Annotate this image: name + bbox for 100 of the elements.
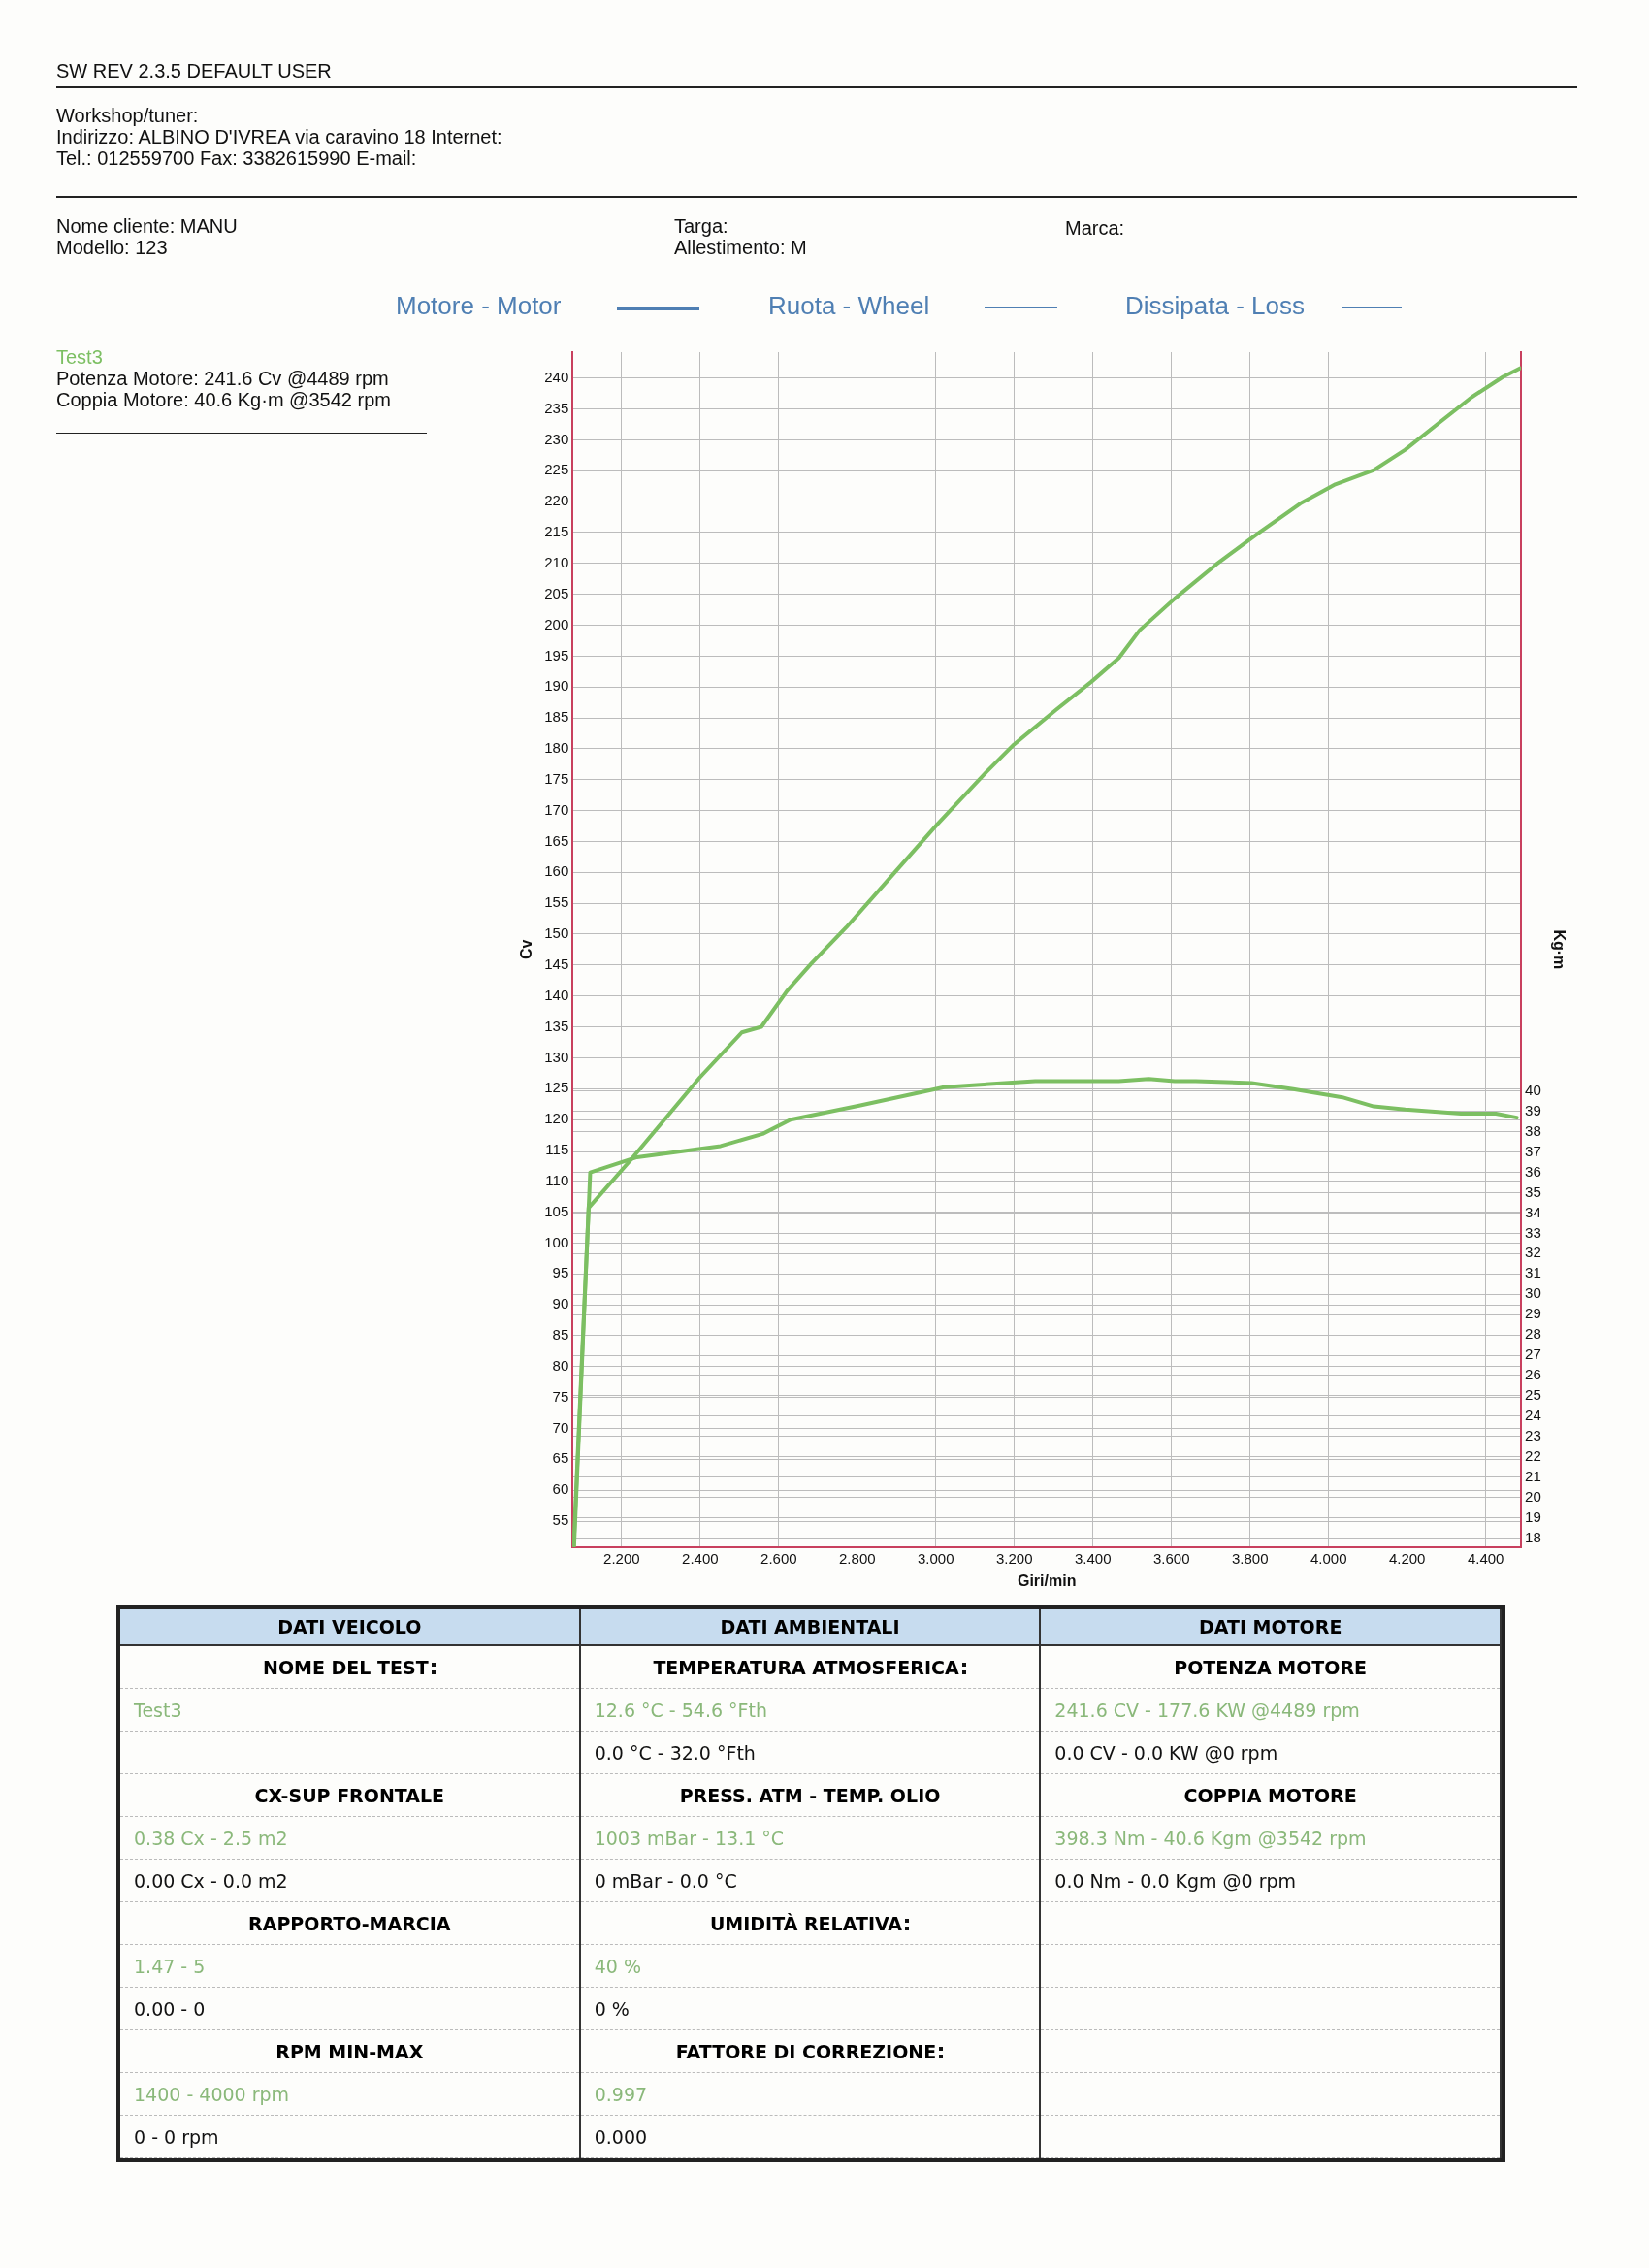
- y2-tick-label: 38: [1525, 1121, 1541, 1139]
- y-tick-label: 135: [544, 1017, 569, 1034]
- y2-tick-label: 31: [1525, 1264, 1541, 1281]
- y-tick-label: 175: [544, 769, 569, 787]
- x-tick-label: 2.800: [839, 1549, 876, 1567]
- text: DATI MOTORE: [1041, 1609, 1501, 1645]
- text: Motore - Motor: [396, 291, 562, 320]
- text: Modello: 123: [56, 237, 168, 258]
- y-tick-label: 85: [552, 1326, 569, 1344]
- text: Workshop/tuner:: [56, 105, 199, 126]
- x-tick-label: 4.000: [1310, 1549, 1347, 1567]
- y-tick-label: 165: [544, 831, 569, 849]
- y2-tick-label: 32: [1525, 1244, 1541, 1261]
- y-tick-label: 200: [544, 615, 569, 632]
- x-tick-label: 4.400: [1467, 1549, 1504, 1567]
- y-tick-label: 235: [544, 399, 569, 416]
- y-tick-label: 55: [552, 1511, 569, 1529]
- text: Marca:: [1065, 217, 1125, 239]
- y-tick-label: 230: [544, 430, 569, 447]
- y-tick-label: 195: [544, 646, 569, 664]
- y2-tick-label: 23: [1525, 1426, 1541, 1443]
- y-tick-label: 215: [544, 523, 569, 540]
- y-tick-label: 145: [544, 955, 569, 972]
- y2-tick-label: 29: [1525, 1305, 1541, 1322]
- category-label: 0.0 °C - 32.0 °Fth: [580, 1731, 1040, 1774]
- text: DATI VEICOLO: [120, 1609, 579, 1645]
- y-tick-label: 170: [544, 800, 569, 818]
- text: Coppia Motore: 40.6 Kg·m @3542 rpm: [56, 389, 391, 410]
- x-tick-label: 3.200: [995, 1549, 1033, 1567]
- y-tick-label: 205: [544, 584, 569, 601]
- y2-tick-label: 19: [1525, 1507, 1541, 1525]
- category-label: UMIDITÀ RELATIVA: [580, 1901, 1040, 1945]
- category-label: 40 %: [580, 1944, 1040, 1988]
- y-tick-label: 125: [544, 1079, 569, 1096]
- category-label: FATTORE DI CORREZIONE: [580, 2029, 1040, 2073]
- text: Potenza Motore: 241.6 Cv @4489 rpm: [56, 368, 389, 389]
- text: Indirizzo: ALBINO D'IVREA via caravino 18 Internet:: [56, 126, 502, 147]
- y-tick-label: 130: [544, 1048, 569, 1065]
- y2-axis-title: Kg·m: [1550, 929, 1568, 970]
- text: Targa:: [674, 215, 728, 237]
- x-tick-label: 2.200: [603, 1549, 640, 1567]
- y-tick-label: 180: [544, 739, 569, 757]
- x-tick-label: 3.400: [1074, 1549, 1112, 1567]
- y2-tick-label: 33: [1525, 1223, 1541, 1241]
- y-tick-label: 100: [544, 1233, 569, 1250]
- y-tick-label: 225: [544, 461, 569, 478]
- category-label: POTENZA MOTORE: [1041, 1645, 1501, 1689]
- category-label: 0.00 - 0: [120, 1987, 579, 2030]
- y2-tick-label: 30: [1525, 1284, 1541, 1302]
- y2-tick-label: 28: [1525, 1325, 1541, 1343]
- x-tick-label: 4.200: [1388, 1549, 1426, 1567]
- category-label: Test3: [120, 1688, 579, 1732]
- y-tick-label: 75: [552, 1387, 569, 1405]
- y2-tick-label: 36: [1525, 1162, 1541, 1180]
- category-label: 1400 - 4000 rpm: [120, 2072, 579, 2116]
- text: Nome cliente: MANU: [56, 215, 238, 237]
- category-label: 0.38 Cx - 2.5 m2: [120, 1816, 579, 1860]
- y-axis-title: Cv: [518, 939, 535, 960]
- y2-tick-label: 24: [1525, 1406, 1541, 1423]
- y-tick-label: 95: [552, 1264, 569, 1281]
- y-tick-label: 150: [544, 924, 569, 942]
- category-label: 0.997: [580, 2072, 1040, 2116]
- category-label: 1.47 - 5: [120, 1944, 579, 1988]
- y-tick-label: 110: [545, 1171, 569, 1188]
- y-tick-label: 210: [544, 553, 569, 570]
- category-label: 0 - 0 rpm: [120, 2115, 579, 2158]
- y-tick-label: 220: [544, 492, 569, 509]
- y2-tick-label: 37: [1525, 1142, 1541, 1159]
- category-label: 0 %: [580, 1987, 1040, 2030]
- category-label: 0.00 Cx - 0.0 m2: [120, 1859, 579, 1902]
- category-label: 398.3 Nm - 40.6 Kgm @3542 rpm: [1041, 1816, 1501, 1860]
- category-label: CX-SUP FRONTALE: [120, 1773, 579, 1817]
- x-tick-label: 2.600: [760, 1549, 797, 1567]
- y-tick-label: 80: [552, 1356, 569, 1374]
- y-tick-label: 240: [544, 368, 569, 385]
- text: Test3: [56, 346, 103, 368]
- category-label: COPPIA MOTORE: [1041, 1773, 1501, 1817]
- y-tick-label: 115: [545, 1141, 569, 1158]
- x-axis-title: Giri/min: [1017, 1571, 1077, 1589]
- y-tick-label: 70: [552, 1418, 569, 1436]
- y2-tick-label: 26: [1525, 1366, 1541, 1383]
- y-tick-label: 105: [544, 1202, 569, 1219]
- y-tick-label: 185: [544, 708, 569, 726]
- y-tick-label: 160: [544, 862, 569, 880]
- x-tick-label: 3.800: [1231, 1549, 1269, 1567]
- category-label: 0.0 Nm - 0.0 Kgm @0 rpm: [1041, 1859, 1501, 1902]
- y-tick-label: 65: [552, 1449, 569, 1467]
- category-label: 0.000: [580, 2115, 1040, 2158]
- category-label: 12.6 °C - 54.6 °Fth: [580, 1688, 1040, 1732]
- y2-tick-label: 27: [1525, 1345, 1541, 1363]
- y2-tick-label: 22: [1525, 1446, 1541, 1464]
- y2-tick-label: 18: [1525, 1528, 1541, 1545]
- text: SW REV 2.3.5 DEFAULT USER: [56, 60, 332, 81]
- y2-tick-label: 40: [1525, 1082, 1541, 1099]
- y2-tick-label: 20: [1525, 1487, 1541, 1505]
- category-label: 1003 mBar - 13.1 °C: [580, 1816, 1040, 1860]
- category-label: RPM MIN-MAX: [120, 2029, 579, 2073]
- y2-tick-label: 21: [1525, 1467, 1541, 1484]
- category-label: 0.0 CV - 0.0 KW @0 rpm: [1041, 1731, 1501, 1774]
- x-tick-label: 3.600: [1152, 1549, 1190, 1567]
